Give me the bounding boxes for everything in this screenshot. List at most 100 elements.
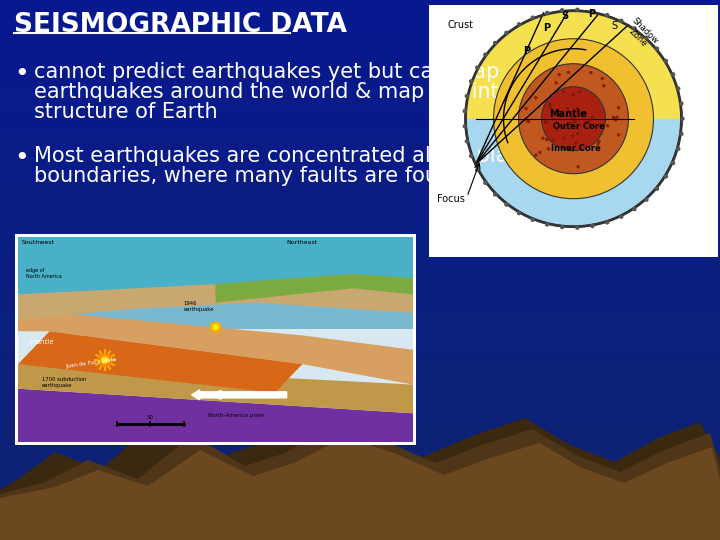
Circle shape — [681, 117, 684, 120]
Circle shape — [677, 147, 680, 150]
Bar — [0, 411, 720, 418]
Circle shape — [572, 93, 575, 96]
Bar — [0, 478, 720, 486]
Bar — [0, 127, 720, 135]
Circle shape — [544, 122, 546, 123]
Circle shape — [531, 16, 534, 19]
Text: Focus: Focus — [437, 194, 465, 204]
Bar — [0, 276, 720, 284]
Circle shape — [102, 357, 108, 363]
Bar — [0, 390, 720, 399]
Bar — [0, 12, 720, 20]
Bar — [0, 161, 720, 168]
Circle shape — [572, 125, 573, 126]
Bar — [0, 201, 720, 209]
Bar — [0, 330, 720, 338]
Circle shape — [572, 121, 574, 123]
Text: S: S — [562, 11, 569, 21]
Text: Outer Core: Outer Core — [552, 122, 604, 131]
Bar — [0, 370, 720, 378]
Circle shape — [549, 103, 551, 105]
Polygon shape — [559, 79, 598, 129]
Circle shape — [463, 110, 467, 113]
Bar — [0, 343, 720, 351]
Text: boundaries, where many faults are found: boundaries, where many faults are found — [34, 166, 464, 186]
Text: Shadow
Zone: Shadow Zone — [623, 16, 660, 53]
Circle shape — [601, 77, 603, 79]
Circle shape — [99, 354, 111, 366]
Circle shape — [621, 91, 636, 107]
Text: structure of Earth: structure of Earth — [34, 102, 217, 122]
Circle shape — [535, 97, 537, 99]
Circle shape — [680, 132, 683, 136]
Circle shape — [680, 102, 683, 105]
Text: cannot predict earthquakes yet but can map: cannot predict earthquakes yet but can m… — [34, 62, 499, 82]
Circle shape — [466, 11, 682, 227]
Circle shape — [585, 112, 586, 114]
Circle shape — [476, 66, 479, 69]
Circle shape — [577, 133, 578, 134]
Bar — [0, 87, 720, 94]
Circle shape — [672, 161, 675, 165]
Circle shape — [535, 154, 537, 156]
Circle shape — [561, 9, 564, 12]
Circle shape — [620, 215, 623, 218]
Circle shape — [607, 125, 608, 127]
Bar — [0, 465, 720, 472]
Polygon shape — [466, 11, 682, 119]
Circle shape — [528, 120, 530, 123]
Bar — [0, 242, 720, 249]
Circle shape — [505, 203, 508, 206]
Bar — [0, 485, 720, 492]
Circle shape — [620, 19, 623, 22]
Circle shape — [476, 168, 479, 171]
Bar — [0, 195, 720, 202]
Bar — [0, 404, 720, 411]
Text: •: • — [14, 146, 29, 170]
Bar — [0, 289, 720, 297]
Bar — [0, 73, 720, 81]
Bar — [0, 222, 720, 230]
Polygon shape — [0, 437, 720, 540]
Polygon shape — [18, 332, 302, 393]
Circle shape — [561, 226, 564, 228]
Text: edge of
North America: edge of North America — [26, 268, 62, 279]
Polygon shape — [18, 282, 413, 319]
Bar — [0, 107, 720, 115]
Circle shape — [562, 91, 564, 92]
Circle shape — [493, 39, 654, 199]
Bar — [0, 249, 720, 256]
Circle shape — [541, 87, 606, 151]
Circle shape — [576, 107, 578, 109]
Bar — [0, 141, 720, 148]
Bar — [0, 525, 720, 534]
Bar — [0, 458, 720, 465]
Polygon shape — [0, 423, 720, 540]
Bar — [432, 8, 715, 254]
Circle shape — [546, 138, 548, 140]
Bar — [0, 39, 720, 47]
Text: Most earthquakes are concentrated along plate: Most earthquakes are concentrated along … — [34, 146, 529, 166]
Circle shape — [588, 120, 590, 122]
Circle shape — [603, 85, 605, 87]
Bar — [0, 154, 720, 162]
FancyArrow shape — [192, 390, 287, 400]
Text: earthquakes around the world & map the interior: earthquakes around the world & map the i… — [34, 82, 547, 102]
Bar — [0, 168, 720, 176]
Circle shape — [569, 122, 571, 124]
Circle shape — [525, 107, 527, 110]
Bar — [0, 296, 720, 303]
Circle shape — [655, 187, 659, 190]
Circle shape — [606, 221, 608, 224]
Polygon shape — [18, 237, 413, 294]
Circle shape — [645, 36, 648, 39]
Circle shape — [561, 126, 563, 129]
Bar — [0, 498, 720, 507]
Bar — [0, 431, 720, 438]
Text: SEISMOGRAPHIC DATA: SEISMOGRAPHIC DATA — [14, 12, 347, 38]
Bar — [0, 397, 720, 405]
Circle shape — [546, 11, 549, 15]
Circle shape — [613, 117, 614, 118]
Circle shape — [469, 80, 472, 83]
Circle shape — [614, 119, 616, 121]
